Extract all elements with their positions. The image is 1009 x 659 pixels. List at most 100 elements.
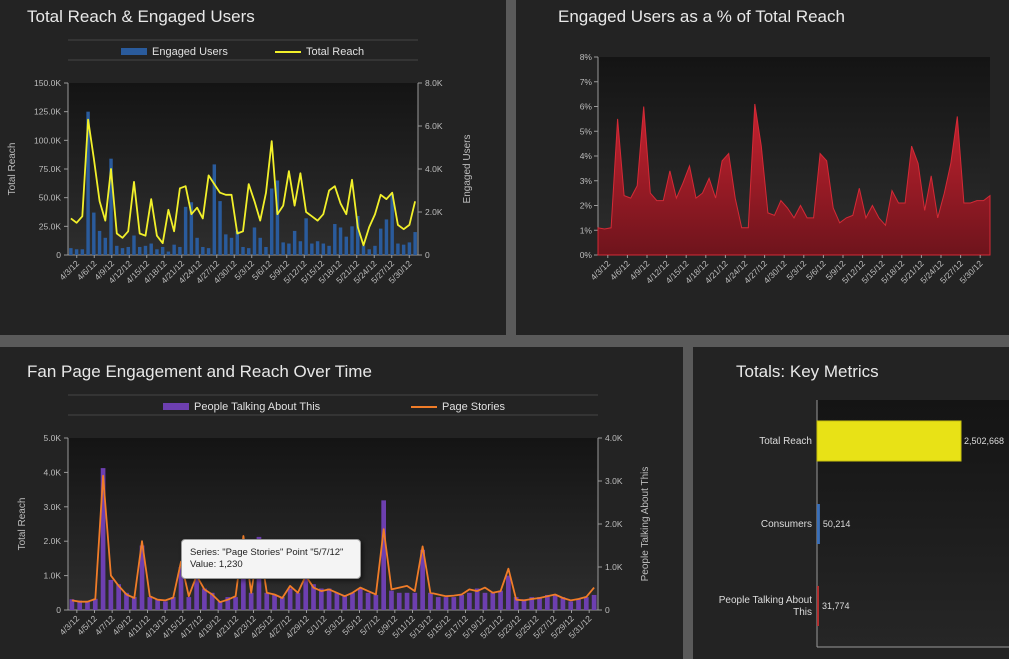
bar <box>311 584 316 610</box>
bar <box>407 242 412 255</box>
chart-engagement-over-time: People Talking About This Page Stories 0 1.… <box>17 394 651 640</box>
legend-label: People Talking About This <box>194 401 321 413</box>
bar <box>138 246 142 255</box>
y2-tick-label: 1.0K <box>605 562 623 572</box>
bar <box>396 243 400 255</box>
bar <box>160 246 165 255</box>
legend-label: Page Stories <box>442 401 505 413</box>
bar <box>155 599 160 610</box>
bar <box>373 245 377 255</box>
panel-title: Totals: Key Metrics <box>736 362 879 381</box>
y-axis-title: Total Reach <box>17 498 28 551</box>
bar <box>303 575 309 610</box>
chart-reach-engaged: Engaged Users Total Reach 0 25.0K 50.0K 75.0K… <box>7 39 473 285</box>
bar <box>292 230 297 255</box>
bar <box>132 235 136 255</box>
y2-tick-label: 0 <box>425 250 430 260</box>
bar <box>218 201 222 255</box>
y-tick-label: 100.0K <box>34 135 61 145</box>
y-tick-label: 5% <box>580 126 593 136</box>
bar <box>404 592 410 610</box>
bar <box>816 420 962 462</box>
bar <box>225 597 231 610</box>
bar <box>443 597 449 610</box>
bar <box>281 242 285 255</box>
bar <box>100 468 106 610</box>
bar <box>482 592 488 610</box>
bar <box>357 588 363 610</box>
bar <box>69 248 73 255</box>
bar <box>389 590 394 610</box>
bar <box>120 248 125 255</box>
y-tick-label: 75.0K <box>39 164 62 174</box>
panel-title: Engaged Users as a % of Total Reach <box>558 7 845 26</box>
bar <box>248 592 254 610</box>
y-tick-label: 125.0K <box>34 107 61 117</box>
bar <box>401 244 406 255</box>
bar <box>178 246 182 255</box>
bar <box>428 592 433 610</box>
bar <box>172 244 176 255</box>
bar <box>92 212 96 255</box>
bar <box>264 246 268 255</box>
bar <box>217 601 223 610</box>
bar <box>201 246 205 255</box>
panel-title: Total Reach & Engaged Users <box>27 7 255 26</box>
tooltip-value-line: Value: 1,230 <box>190 559 243 570</box>
value-label: 31,774 <box>822 601 850 611</box>
bar <box>367 249 371 255</box>
bar <box>498 590 503 610</box>
bar <box>170 597 176 610</box>
bar <box>390 194 394 255</box>
bar <box>224 234 228 255</box>
bar <box>126 246 130 255</box>
x-tick-label: 4/6/12 <box>608 258 632 282</box>
y2-tick-label: 2.0K <box>425 207 443 217</box>
bar <box>378 228 383 255</box>
bar <box>195 237 199 255</box>
bar <box>560 597 566 610</box>
bar <box>295 592 301 610</box>
y2-tick-label: 6.0K <box>425 121 443 131</box>
y2-tick-label: 4.0K <box>425 164 443 174</box>
bar <box>576 599 581 610</box>
bar <box>108 579 114 610</box>
bar <box>252 227 257 255</box>
bar <box>451 597 457 610</box>
category-label: This <box>793 607 812 618</box>
bar <box>817 504 820 544</box>
legend-label: Engaged Users <box>152 46 228 58</box>
y-tick-label: 7% <box>580 77 593 87</box>
bar <box>817 586 819 626</box>
bar <box>143 245 148 255</box>
bar <box>183 206 188 255</box>
bar <box>513 597 519 610</box>
bar <box>315 241 320 255</box>
bar <box>591 594 597 610</box>
bar <box>103 237 108 255</box>
y-tick-label: 0 <box>56 605 61 615</box>
bar <box>342 594 348 610</box>
y2-tick-label: 4.0K <box>605 433 623 443</box>
bar <box>350 226 354 255</box>
bar <box>269 188 274 255</box>
bar <box>258 237 262 255</box>
y-tick-label: 1% <box>580 225 593 235</box>
bar <box>529 597 535 610</box>
chart-engaged-pct: 0%1%2%3%4%5%6%7%8%4/3/124/6/124/9/124/12… <box>580 52 991 285</box>
value-label: 50,214 <box>823 519 851 529</box>
y-tick-label: 8% <box>580 52 593 62</box>
bar <box>384 219 389 255</box>
y-axis-title: Total Reach <box>7 143 18 196</box>
bar <box>241 562 246 610</box>
bar <box>310 243 314 255</box>
bar <box>334 592 340 610</box>
bar <box>568 601 574 610</box>
chart-key-metrics: 2,502,668 Total Reach 50,214 Consumers 31,77… <box>719 400 1009 648</box>
bar <box>124 592 129 610</box>
y2-axis-title: Engaged Users <box>462 135 473 204</box>
y-tick-label: 4.0K <box>44 467 62 477</box>
bar <box>298 241 303 255</box>
bar <box>178 567 184 610</box>
bar <box>80 249 85 255</box>
